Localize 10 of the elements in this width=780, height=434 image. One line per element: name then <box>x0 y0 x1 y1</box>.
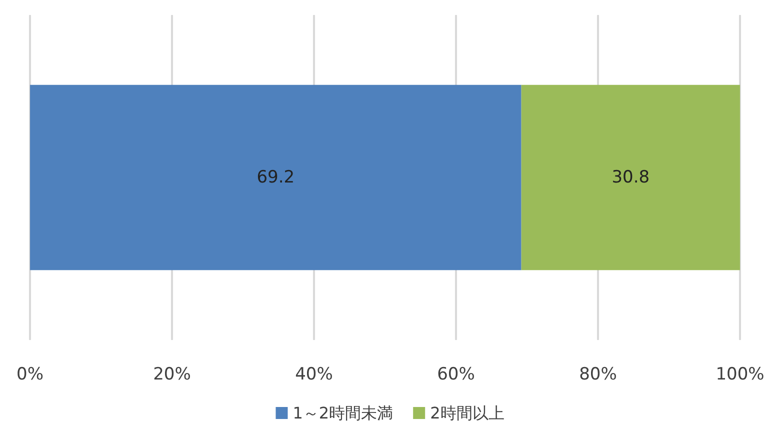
x-tick-label: 20% <box>153 364 191 384</box>
x-tick-label: 40% <box>295 364 333 384</box>
legend-label: 1～2時間未満 <box>292 404 394 422</box>
legend-label: 2時間以上 <box>430 404 504 422</box>
x-tick-label: 0% <box>16 364 44 384</box>
x-tick-label: 100% <box>716 364 764 384</box>
x-tick-label: 80% <box>579 364 617 384</box>
x-tick-label: 60% <box>437 364 475 384</box>
data-label: 30.8 <box>612 168 650 188</box>
data-label: 69.2 <box>256 168 295 188</box>
